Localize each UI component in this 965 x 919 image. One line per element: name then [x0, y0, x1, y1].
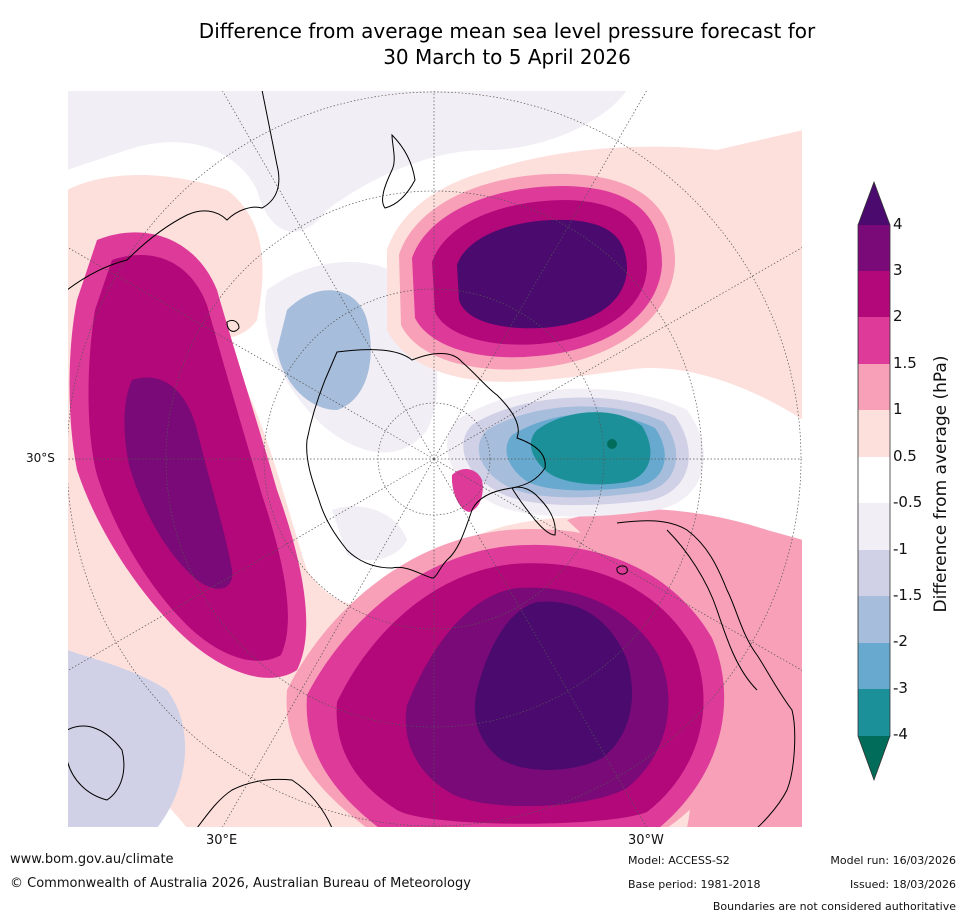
legend-tick-label: -1.5: [893, 586, 923, 604]
footer-copyright: © Commonwealth of Australia 2026, Austra…: [10, 876, 471, 891]
latitude-circle-30: [67, 91, 802, 827]
graticule: [67, 90, 803, 828]
legend-swatch-3-4: [858, 225, 890, 271]
south-america-coast: [616, 520, 796, 828]
latitude-label-30s: 30°S: [26, 451, 55, 465]
map-title: Difference from average mean sea level p…: [0, 18, 965, 70]
latitude-circle-60: [263, 288, 605, 630]
meridian-240: [433, 458, 648, 828]
legend-swatch-lt-m4: [858, 736, 890, 780]
high-west-c3: [124, 377, 233, 589]
title-line-1: Difference from average mean sea level p…: [198, 19, 816, 43]
anomaly-region-grey-southwest: [67, 650, 186, 828]
africa-coast: [196, 778, 333, 828]
legend-swatch-0.5-1: [858, 410, 890, 457]
footer-base-period: Base period: 1981-2018: [628, 878, 761, 891]
south-america-inland: [666, 529, 758, 691]
legend-swatch-neutral: [858, 457, 890, 503]
high-peninsula-blob: [451, 468, 483, 512]
meridian-300: [221, 458, 435, 828]
legend-tick-label: -2: [893, 632, 908, 650]
tasmania: [226, 319, 240, 332]
legend-swatch-m1.5-m2: [858, 596, 890, 643]
meridian-120: [433, 90, 648, 460]
madagascar: [67, 725, 125, 801]
meridian-30: [67, 246, 435, 460]
colour-legend-bar: [857, 180, 891, 782]
title-line-2: 30 March to 5 April 2026: [383, 45, 631, 69]
legend-tick-label: -1: [893, 540, 908, 558]
high-south-c4: [474, 601, 633, 770]
meridian-330: [67, 458, 435, 672]
australia-coast: [67, 90, 280, 291]
meridian-210: [433, 458, 803, 672]
falklands: [616, 565, 628, 575]
legend-tick-label: -3: [893, 679, 908, 697]
legend-swatch-m0.5-m1: [858, 503, 890, 550]
new-zealand: [382, 133, 416, 209]
longitude-label-30w: 30°W: [628, 833, 664, 848]
map-frame: [67, 90, 803, 828]
anomaly-region-grey-tip: [332, 506, 407, 560]
longitude-label-30e: 30°E: [206, 833, 238, 848]
meridian-60: [221, 90, 435, 460]
legend-title-text: Difference from average (hPa): [931, 355, 951, 613]
footer-model: Model: ACCESS-S2: [628, 854, 730, 867]
meridian-150: [433, 246, 803, 460]
footer-issued: Issued: 18/03/2026: [849, 878, 956, 891]
legend-swatch-m1-m1.5: [858, 550, 890, 596]
map-svg: [67, 90, 803, 828]
footer-disclaimer: Boundaries are not considered authoritat…: [712, 900, 956, 913]
high-north-c4: [457, 219, 627, 329]
coastlines: [67, 90, 796, 828]
legend-swatch-m2-m3: [858, 643, 890, 689]
legend-tick-label: 4: [893, 215, 903, 233]
footer-website[interactable]: www.bom.gov.au/climate: [10, 852, 174, 867]
antarctic-peninsula: [511, 486, 556, 536]
pressure-anomaly-map: [67, 90, 803, 828]
anomaly-region-grey-north: [67, 90, 627, 232]
low-contour-m3: [530, 412, 651, 485]
legend-swatch-m3-m4: [858, 689, 890, 736]
antarctica-coast: [306, 349, 546, 579]
latitude-circle-45: [165, 190, 703, 728]
legend-swatch-1.5-2: [858, 317, 890, 364]
legend-swatch-2-3: [858, 271, 890, 317]
legend-tick-label: 1.5: [893, 354, 917, 372]
low-centre-marker: [607, 439, 617, 449]
legend-tick-label: -0.5: [893, 493, 923, 511]
legend-tick-label: 0.5: [893, 447, 917, 465]
legend-tick-label: -4: [893, 725, 908, 743]
legend-swatch-gt4: [858, 182, 890, 225]
colour-legend: [855, 180, 965, 785]
footer-model-run: Model run: 16/03/2026: [830, 854, 956, 867]
legend-tick-label: 2: [893, 307, 903, 325]
legend-tick-label: 3: [893, 261, 903, 279]
legend-tick-label: 1: [893, 400, 903, 418]
legend-swatch-1-1.5: [858, 364, 890, 410]
anomaly-region-blue-centre: [277, 290, 371, 410]
